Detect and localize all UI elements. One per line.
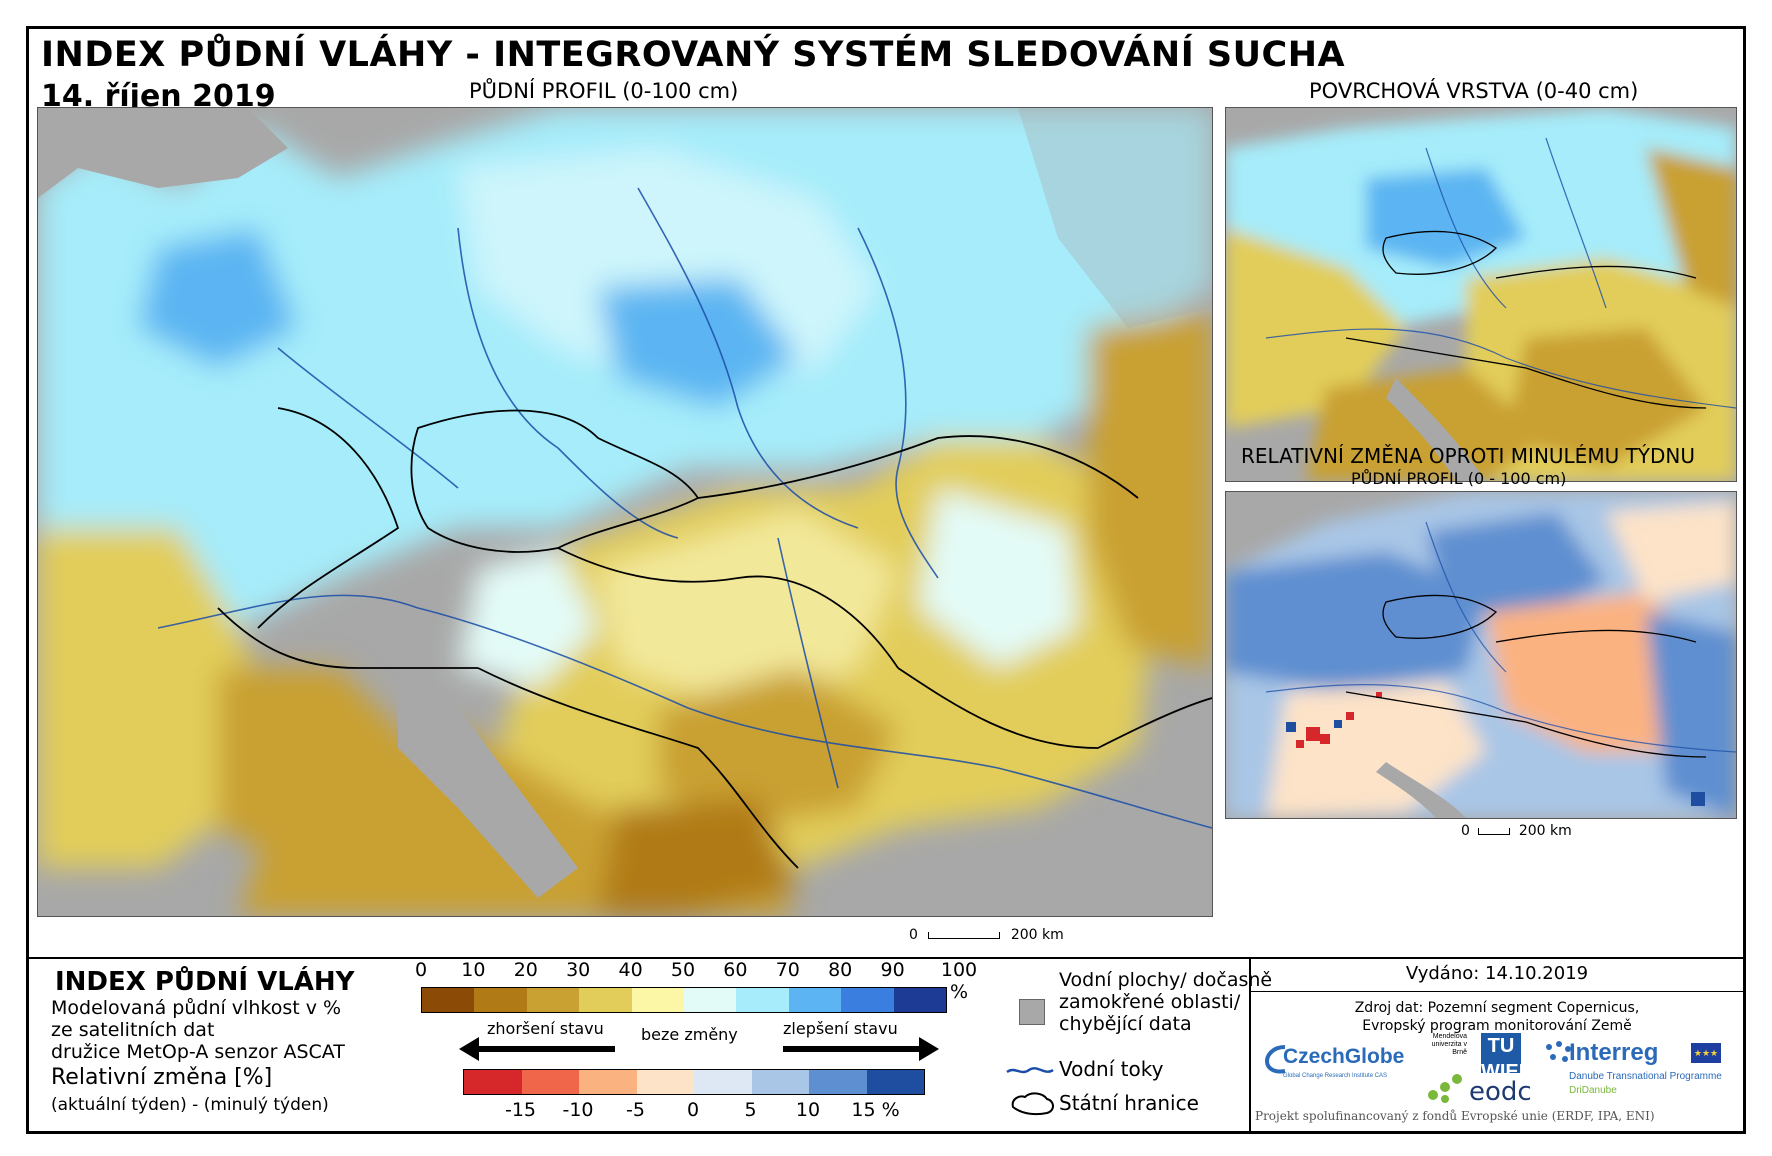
page-title: INDEX PŮDNÍ VLÁHY - INTEGROVANÝ SYSTÉM S…	[41, 35, 1346, 75]
change-tick-label: 5	[744, 1099, 757, 1121]
main-map-scalebar: 0 200 km	[909, 927, 1064, 943]
index-tick-label: 0	[414, 959, 428, 981]
data-source: Zdroj dat: Pozemní segment Copernicus, E…	[1251, 999, 1743, 1035]
interreg-subtitle: Danube Transnational Programme	[1569, 1071, 1722, 1082]
change-swatch	[636, 1070, 694, 1094]
map-poster-frame: INDEX PŮDNÍ VLÁHY - INTEGROVANÝ SYSTÉM S…	[26, 26, 1746, 1134]
source-line: Evropský program monitorování Země	[1362, 1018, 1632, 1034]
change-map-sublabel: PŮDNÍ PROFIL (0 - 100 cm)	[1351, 469, 1567, 488]
index-swatch	[631, 988, 685, 1012]
legend-heading: INDEX PŮDNÍ VLÁHY	[55, 967, 355, 997]
index-tick-label: 100 %	[940, 959, 978, 1003]
index-swatch	[788, 988, 842, 1012]
water-label-line: chybějící data	[1059, 1013, 1192, 1035]
index-tick-label: 90	[880, 959, 905, 981]
index-swatch	[736, 988, 789, 1012]
mendel-logo: Mendelova univerzita v Brně	[1425, 1033, 1495, 1113]
index-tick-label: 50	[670, 959, 696, 981]
eu-flag-icon: ★★★	[1691, 1043, 1721, 1063]
surface-map-label: POVRCHOVÁ VRSTVA (0-40 cm)	[1309, 79, 1639, 103]
legend-desc-line: Modelovaná půdní vlhkost v %	[51, 997, 342, 1019]
index-swatch	[841, 988, 894, 1012]
water-label-line: zamokřené oblasti/	[1059, 991, 1241, 1013]
surface-layer-map	[1225, 107, 1737, 482]
change-tick-label: -15	[504, 1099, 537, 1121]
main-map-label: PŮDNÍ PROFIL (0-100 cm)	[469, 79, 739, 103]
worse-label: zhoršení stavu	[487, 1019, 604, 1038]
main-soil-profile-map	[37, 107, 1213, 917]
mendel-text: Mendelova univerzita v Brně	[1431, 1033, 1467, 1056]
index-swatch	[893, 988, 947, 1012]
index-tick-label: 30	[566, 959, 591, 981]
rivers-label: Vodní toky	[1059, 1057, 1164, 1081]
change-swatch	[866, 1070, 924, 1094]
scale-line	[928, 932, 1001, 939]
tuwien-logo: TU WIEN	[1481, 1033, 1533, 1083]
funding-footer: Projekt spolufinancovaný z fondů Evropsk…	[1255, 1109, 1655, 1123]
eodc-logo: eodc	[1469, 1077, 1532, 1107]
index-swatch	[526, 988, 580, 1012]
interreg-wordmark: Interreg	[1569, 1039, 1659, 1066]
legend-description: Modelovaná půdní vlhkost v % ze satelitn…	[51, 997, 345, 1063]
index-swatch	[422, 988, 475, 1012]
worsening-arrow	[457, 1035, 617, 1067]
improvement-arrow	[781, 1035, 941, 1067]
index-swatch	[684, 988, 737, 1012]
scale-zero: 0	[1461, 823, 1470, 839]
source-line: Zdroj dat: Pozemní segment Copernicus,	[1354, 1000, 1640, 1016]
scale-end: 200 km	[1010, 927, 1064, 943]
change-tick-label: 10	[795, 1099, 821, 1121]
water-bodies-label: Vodní plochy/ dočasně zamokřené oblasti/…	[1059, 969, 1272, 1035]
nochange-label: beze změny	[641, 1025, 738, 1044]
change-tick-label: 0	[686, 1099, 700, 1121]
index-tick-label: 80	[828, 959, 853, 981]
issue-box	[1251, 959, 1743, 992]
change-swatch	[809, 1070, 867, 1094]
dridanube-label: DriDanube	[1569, 1085, 1617, 1096]
tuwien-mark: TU WIEN	[1481, 1035, 1534, 1083]
better-label: zlepšení stavu	[783, 1019, 898, 1038]
czechglobe-subtitle: Global Change Research Institute CAS	[1283, 1073, 1388, 1079]
index-colorbar	[421, 987, 947, 1013]
czechglobe-wordmark: CzechGlobe	[1283, 1045, 1405, 1068]
water-bodies-swatch	[1019, 999, 1045, 1025]
border-outline-icon	[1009, 1089, 1057, 1121]
scale-line	[1478, 828, 1511, 835]
legend-divider	[1249, 959, 1251, 1133]
change-tick-label: -10	[562, 1099, 594, 1121]
legend-desc-line: družice MetOp-A senzor ASCAT	[51, 1041, 345, 1063]
change-swatch	[751, 1070, 809, 1094]
water-label-line: Vodní plochy/ dočasně	[1059, 969, 1273, 991]
scale-end: 200 km	[1518, 823, 1572, 839]
borders-label: Státní hranice	[1059, 1091, 1199, 1115]
index-tick-label: 60	[723, 959, 748, 981]
change-tick-label: -5	[626, 1099, 645, 1121]
change-tick-label: 15 %	[851, 1099, 900, 1121]
scale-zero: 0	[909, 927, 918, 943]
change-swatch	[694, 1070, 752, 1094]
index-tick-label: 10	[461, 959, 486, 981]
change-swatch	[521, 1070, 579, 1094]
change-description: (aktuální týden) - (minulý týden)	[51, 1095, 329, 1115]
small-map-scalebar: 0 200 km	[1461, 823, 1572, 839]
change-swatch	[464, 1070, 522, 1094]
index-swatch	[579, 988, 632, 1012]
change-map-label: RELATIVNÍ ZMĚNA OPROTI MINULÉMU TÝDNU	[1241, 444, 1696, 468]
legend-panel: INDEX PŮDNÍ VLÁHY Modelovaná půdní vlhko…	[29, 957, 1743, 1133]
index-tick-label: 20	[513, 959, 538, 981]
issued-date: Vydáno: 14.10.2019	[1405, 963, 1589, 984]
change-swatch	[579, 1070, 637, 1094]
change-colorbar	[463, 1069, 925, 1095]
legend-desc-line: ze satelitních dat	[51, 1019, 215, 1041]
index-tick-label: 70	[775, 959, 800, 981]
change-heading: Relativní změna [%]	[51, 1065, 273, 1090]
weekly-change-map	[1225, 491, 1737, 819]
index-tick-label: 40	[618, 959, 643, 981]
index-swatch	[474, 988, 527, 1012]
river-line-icon	[1005, 1063, 1055, 1082]
